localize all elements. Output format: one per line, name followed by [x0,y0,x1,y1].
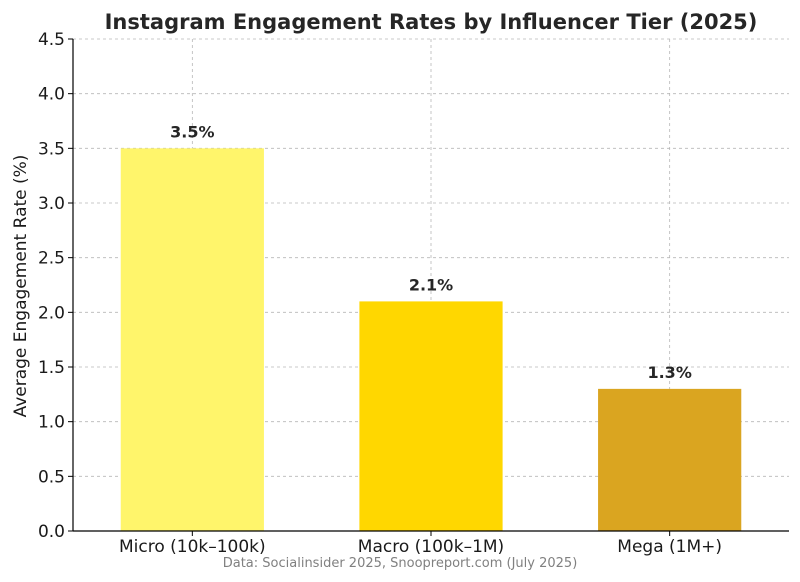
bar-2 [598,388,742,531]
y-tick-label: 0.5 [38,467,65,487]
bars [120,148,742,532]
data-label: 2.1% [409,275,453,294]
bar-0 [120,148,264,532]
data-labels: 3.5% 2.1% 1.3% [170,122,692,382]
y-tick-label: 1.5 [38,358,65,378]
y-tick-label: 4.0 [38,85,65,105]
data-label: 3.5% [170,122,214,141]
y-tick-label: 0.0 [38,522,65,542]
y-tick-label: 4.5 [38,30,65,50]
y-tick-label: 3.0 [38,194,65,214]
x-tick-label: Macro (100k–1M) [358,537,504,557]
y-tick-label: 3.5 [38,139,65,159]
x-tick-label: Mega (1M+) [617,537,722,557]
source-note: Data: Socialinsider 2025, Snoopreport.co… [223,556,578,571]
y-axis-ticks: 0.0 0.5 1.0 1.5 2.0 2.5 3.0 3.5 4.0 4.5 [38,30,73,542]
data-label: 1.3% [647,363,691,382]
y-tick-label: 2.0 [38,303,65,323]
bar-1 [359,301,503,531]
y-tick-label: 1.0 [38,413,65,433]
y-tick-label: 2.5 [38,249,65,269]
x-axis-ticks: Micro (10k–100k) Macro (100k–1M) Mega (1M+… [119,531,722,557]
y-axis-label: Average Engagement Rate (%) [11,155,31,418]
chart-title: Instagram Engagement Rates by Influencer… [105,10,758,34]
x-tick-label: Micro (10k–100k) [119,537,266,557]
